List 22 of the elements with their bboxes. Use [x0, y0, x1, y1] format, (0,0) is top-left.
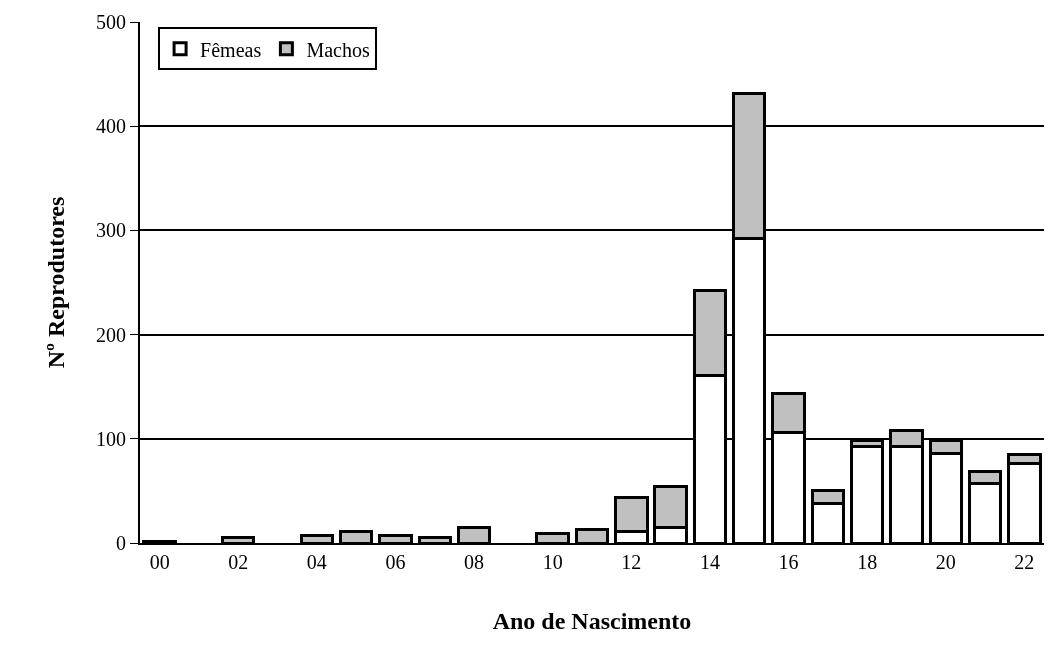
x-tick-label: 00	[149, 551, 170, 573]
x-tick-label: 14	[699, 551, 720, 573]
x-tick-label: 06	[385, 551, 406, 573]
x-tick-label: 20	[935, 551, 956, 573]
x-tick-label: 04	[306, 551, 327, 573]
y-axis-title: Nº Reprodutores	[42, 196, 69, 369]
legend-label: Machos	[306, 38, 370, 61]
y-tick-label: 400	[96, 115, 126, 138]
y-tick-label: 200	[96, 323, 126, 346]
x-tick-label: 02	[228, 551, 249, 573]
x-tick-label: 12	[621, 551, 642, 573]
y-tick-label: 0	[116, 532, 126, 554]
y-tick-label: 300	[96, 219, 126, 242]
x-tick-label: 10	[542, 551, 563, 573]
x-tick-label: 08	[464, 551, 485, 573]
x-tick-label: 22	[1014, 551, 1035, 573]
legend-label: Fêmeas	[200, 38, 262, 61]
y-tick-label: 500	[96, 11, 126, 33]
x-tick-label: 18	[857, 551, 878, 573]
x-axis-title: Ano de Nascimento	[492, 607, 692, 634]
x-tick-label: 16	[778, 551, 799, 573]
y-tick-label: 100	[96, 427, 126, 450]
